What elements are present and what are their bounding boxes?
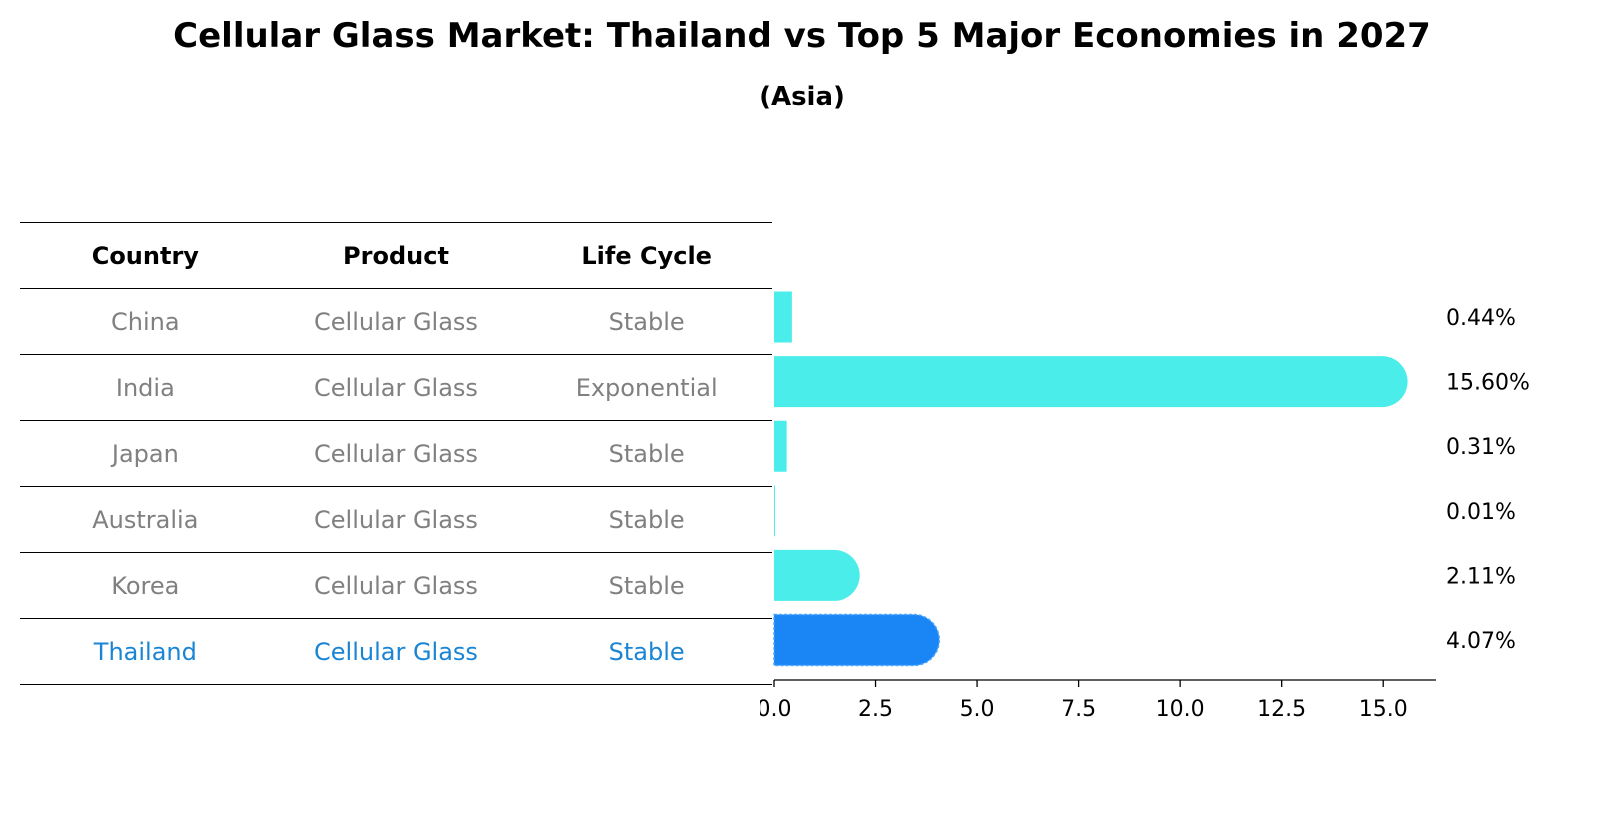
country-table: Country Product Life Cycle China Cellula… [20, 222, 772, 685]
x-tick-label: 12.5 [1257, 697, 1306, 722]
table-row: Australia Cellular Glass Stable [20, 486, 772, 553]
cell-life-cycle: Exponential [521, 354, 772, 421]
bar-korea [774, 549, 860, 601]
value-label-japan: 0.31% [1446, 435, 1516, 460]
bar-australia [774, 485, 775, 537]
table-row: Japan Cellular Glass Stable [20, 420, 772, 487]
header-life-cycle: Life Cycle [521, 222, 772, 289]
cell-country: Thailand [20, 618, 271, 685]
value-label-india: 15.60% [1446, 371, 1530, 396]
cell-life-cycle: Stable [521, 420, 772, 487]
value-label-thailand: 4.07% [1446, 629, 1516, 654]
bar-china [774, 291, 792, 343]
bar-japan [774, 420, 787, 472]
cell-life-cycle: Stable [521, 486, 772, 553]
cell-country: Japan [20, 420, 271, 487]
x-tick-label: 0.0 [760, 697, 792, 722]
chart-subtitle: (Asia) [759, 82, 845, 112]
value-label-china: 0.44% [1446, 306, 1516, 331]
chart-title: Cellular Glass Market: Thailand vs Top 5… [173, 16, 1431, 56]
cell-product: Cellular Glass [270, 618, 522, 685]
cell-product: Cellular Glass [270, 420, 522, 487]
x-tick-label: 15.0 [1359, 697, 1408, 722]
x-tick-label: 7.5 [1061, 697, 1096, 722]
cell-life-cycle: Stable [521, 288, 772, 355]
table-row: India Cellular Glass Exponential [20, 354, 772, 421]
table-row-highlight: Thailand Cellular Glass Stable [20, 618, 772, 685]
header-product: Product [270, 222, 522, 289]
table-header-row: Country Product Life Cycle [20, 222, 772, 289]
bar-chart: 0.44% 15.60% 0.31% 0.01% 2.11% 4.07% 0.0 2.5 5.0… [760, 291, 1530, 722]
cell-country: Korea [20, 552, 271, 619]
cell-product: Cellular Glass [270, 486, 522, 553]
x-tick-label: 5.0 [960, 697, 995, 722]
bar-india [774, 356, 1408, 408]
cell-country: Australia [20, 486, 271, 553]
x-tick-label: 10.0 [1156, 697, 1205, 722]
cell-life-cycle: Stable [521, 618, 772, 685]
cell-product: Cellular Glass [270, 552, 522, 619]
bar-thailand [773, 613, 941, 667]
table-row: China Cellular Glass Stable [20, 288, 772, 355]
value-label-korea: 2.11% [1446, 564, 1516, 589]
header-country: Country [20, 222, 271, 289]
value-label-australia: 0.01% [1446, 500, 1516, 525]
table-row: Korea Cellular Glass Stable [20, 552, 772, 619]
cell-life-cycle: Stable [521, 552, 772, 619]
x-tick-label: 2.5 [858, 697, 893, 722]
cell-country: China [20, 288, 271, 355]
cell-product: Cellular Glass [270, 288, 522, 355]
cell-product: Cellular Glass [270, 354, 522, 421]
cell-country: India [20, 354, 271, 421]
